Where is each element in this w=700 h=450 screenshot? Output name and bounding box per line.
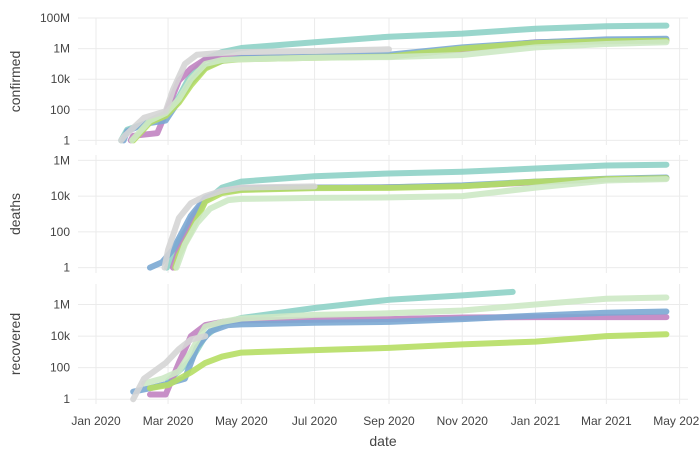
y-axis-title-recovered: recovered bbox=[7, 313, 23, 375]
shared-x-axis: Jan 2020 Mar 2020 May 2020 Jul 2020 Sep 2020… bbox=[71, 414, 700, 428]
x-tick-label: Mar 2021 bbox=[581, 414, 632, 428]
x-tick-label: Jan 2021 bbox=[511, 414, 561, 428]
chart-panels: 1 100 10k 1M 100M confirmed 1 100 10k 1M deaths 1 10… bbox=[7, 11, 688, 406]
series-line-recovered-4[interactable] bbox=[141, 294, 670, 387]
y-tick-label: 10k bbox=[51, 189, 71, 203]
y-tick-label: 100 bbox=[50, 361, 70, 375]
y-axis-title-deaths: deaths bbox=[7, 193, 23, 235]
y-tick-label: 100M bbox=[40, 11, 70, 25]
x-tick-label: May 2021 bbox=[653, 414, 700, 428]
y-tick-label: 1 bbox=[63, 261, 70, 275]
y-tick-label: 100 bbox=[50, 225, 70, 239]
y-tick-label: 1 bbox=[63, 392, 70, 406]
y-axis-title-confirmed: confirmed bbox=[7, 51, 23, 112]
x-tick-label: May 2020 bbox=[215, 414, 268, 428]
x-tick-label: Jul 2020 bbox=[292, 414, 338, 428]
panel-confirmed: 1 100 10k 1M 100M confirmed bbox=[7, 11, 688, 147]
panel-deaths: 1 100 10k 1M deaths bbox=[7, 153, 688, 275]
series-line-deaths-4[interactable] bbox=[173, 176, 670, 271]
y-tick-label: 1M bbox=[53, 153, 70, 167]
x-tick-label: Jan 2020 bbox=[71, 414, 121, 428]
series-line-recovered-5[interactable] bbox=[130, 333, 209, 403]
y-tick-label: 1M bbox=[53, 42, 70, 56]
y-tick-label: 100 bbox=[50, 103, 70, 117]
y-tick-label: 10k bbox=[51, 329, 71, 343]
x-tick-label: Sep 2020 bbox=[363, 414, 415, 428]
x-axis-title: date bbox=[369, 433, 396, 449]
x-tick-label: Nov 2020 bbox=[437, 414, 489, 428]
series-line-recovered-3[interactable] bbox=[147, 331, 670, 392]
y-tick-label: 1M bbox=[53, 298, 70, 312]
series-line-deaths-5[interactable] bbox=[161, 183, 318, 271]
x-tick-label: Mar 2020 bbox=[143, 414, 194, 428]
y-tick-label: 10k bbox=[51, 72, 71, 86]
series-line-deaths-3[interactable] bbox=[172, 175, 670, 271]
y-tick-label: 1 bbox=[63, 133, 70, 147]
series-line-confirmed-5[interactable] bbox=[118, 46, 392, 144]
panel-recovered: 1 100 10k 1M recovered bbox=[7, 284, 688, 406]
